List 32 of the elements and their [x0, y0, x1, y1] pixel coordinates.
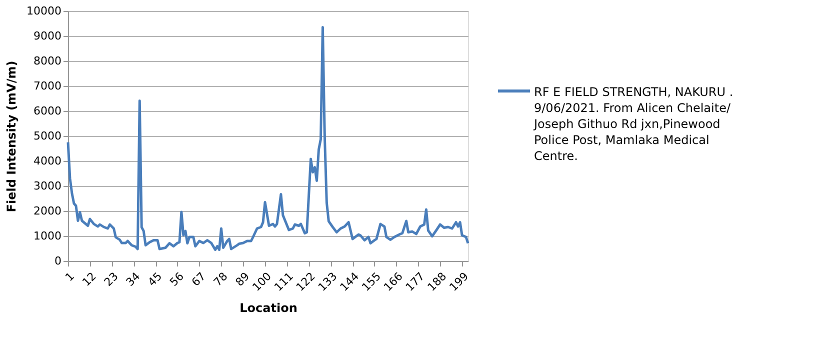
y-tick-label: 0	[54, 254, 62, 268]
x-tick-label: 89	[233, 270, 252, 289]
y-tick-label: 10000	[26, 4, 62, 18]
x-tick-label: 78	[211, 270, 230, 289]
x-tick-label: 155	[359, 270, 384, 294]
x-tick-label: 1	[62, 270, 77, 284]
y-tick-label: 1000	[34, 230, 62, 242]
x-tick-label: 67	[189, 270, 208, 289]
x-tick-label: 111	[272, 270, 296, 294]
x-tick-label: 45	[145, 270, 165, 289]
x-tick-label: 100	[250, 270, 274, 294]
y-tick-label: 5000	[34, 130, 62, 142]
x-tick-label: 23	[102, 270, 121, 289]
x-tick-label: 188	[425, 270, 450, 294]
x-tick-label: 56	[167, 270, 186, 289]
x-tick-label: 144	[338, 270, 362, 294]
y-axis-title: Field Intensity (mV/m)	[4, 60, 19, 212]
legend-label: RF E FIELD STRENGTH, NAKURU . 9/06/2021. From Alicen Chelaite/ Joseph Githuo Rd jxn,Pinewood Police Post, Mamlaka Medical Centre.	[533, 85, 734, 163]
y-tick-label: 3000	[34, 180, 62, 192]
y-tick-label: 2000	[34, 204, 62, 218]
x-tick-label: 133	[316, 270, 340, 294]
y-tick-label: 6000	[34, 104, 62, 118]
x-axis-title: Location	[240, 301, 298, 316]
y-tick-label: 4000	[34, 154, 62, 168]
line-series	[66, 26, 470, 251]
x-tick-label: 122	[294, 270, 318, 294]
y-tick-label: 9000	[34, 30, 62, 42]
x-tick-label: 199	[446, 270, 472, 294]
x-tick-label: 34	[124, 270, 143, 289]
y-tick-label: 7000	[34, 80, 62, 92]
y-tick-label: 8000	[34, 54, 62, 68]
x-tick-label: 12	[80, 270, 99, 289]
